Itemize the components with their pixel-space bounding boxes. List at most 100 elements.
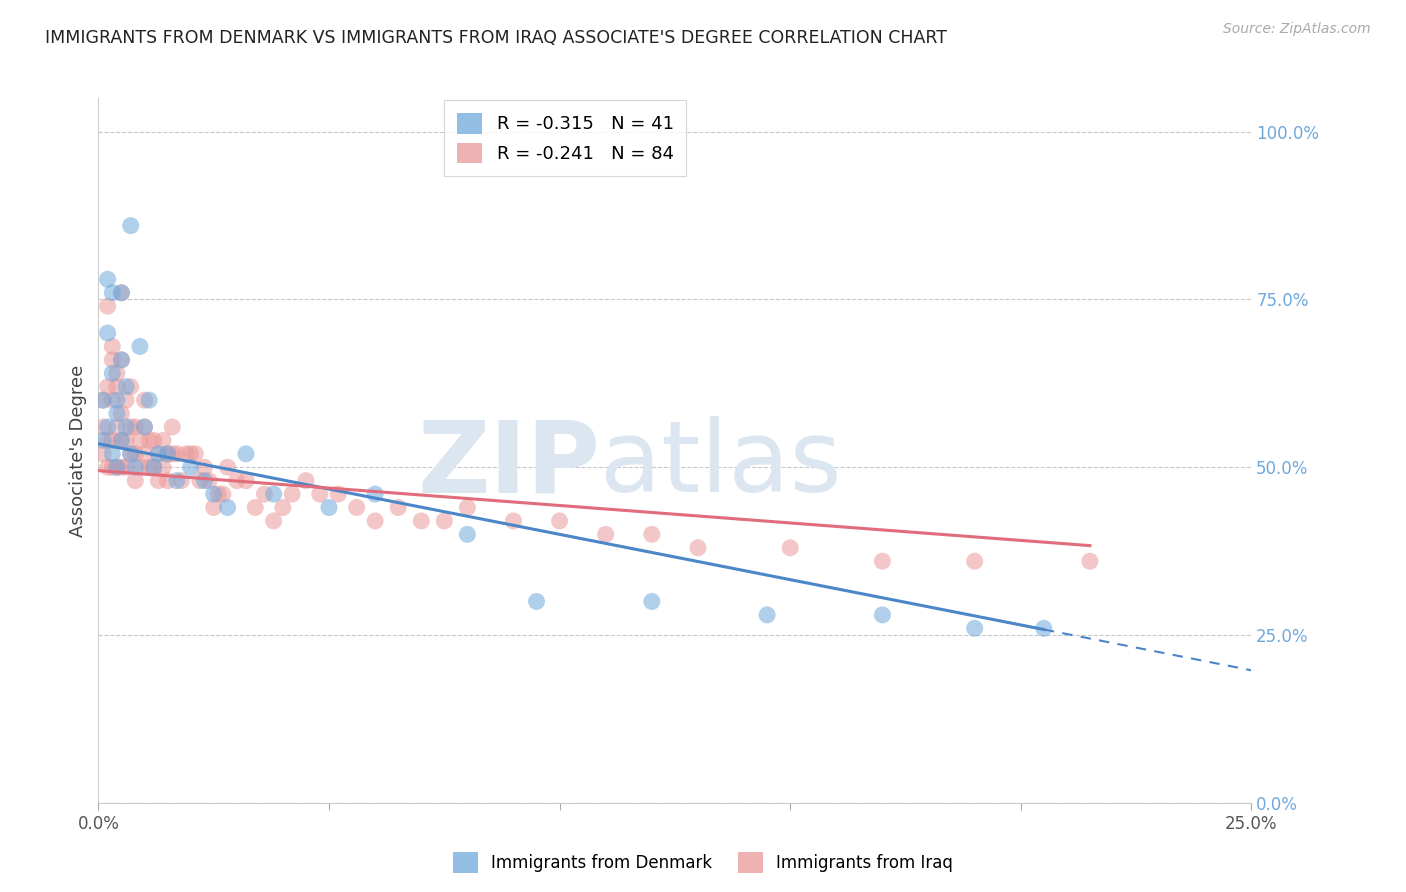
Point bbox=[963, 554, 986, 568]
Point bbox=[110, 352, 132, 367]
Point bbox=[156, 447, 179, 461]
Point bbox=[217, 460, 239, 475]
Point bbox=[188, 474, 211, 488]
Point bbox=[105, 407, 128, 421]
Point bbox=[138, 393, 160, 408]
Point bbox=[235, 447, 257, 461]
Point bbox=[456, 527, 478, 541]
Point bbox=[120, 380, 142, 394]
Point bbox=[364, 487, 387, 501]
Point bbox=[160, 420, 183, 434]
Text: IMMIGRANTS FROM DENMARK VS IMMIGRANTS FROM IRAQ ASSOCIATE'S DEGREE CORRELATION C: IMMIGRANTS FROM DENMARK VS IMMIGRANTS FR… bbox=[45, 29, 948, 47]
Point bbox=[212, 487, 235, 501]
Point bbox=[124, 420, 146, 434]
Point bbox=[433, 514, 456, 528]
Point bbox=[779, 541, 801, 555]
Point bbox=[1078, 554, 1101, 568]
Point bbox=[148, 474, 170, 488]
Text: atlas: atlas bbox=[600, 416, 842, 513]
Point bbox=[91, 393, 114, 408]
Point bbox=[180, 447, 202, 461]
Point bbox=[110, 285, 132, 300]
Point bbox=[91, 447, 114, 461]
Point bbox=[115, 393, 138, 408]
Point bbox=[225, 474, 247, 488]
Point bbox=[115, 420, 138, 434]
Point bbox=[281, 487, 304, 501]
Point bbox=[160, 447, 183, 461]
Point bbox=[502, 514, 524, 528]
Point bbox=[174, 447, 197, 461]
Point bbox=[134, 447, 156, 461]
Legend: R = -0.315   N = 41, R = -0.241   N = 84: R = -0.315 N = 41, R = -0.241 N = 84 bbox=[444, 100, 686, 176]
Point bbox=[328, 487, 350, 501]
Point bbox=[101, 393, 124, 408]
Point bbox=[105, 460, 128, 475]
Point bbox=[387, 500, 409, 515]
Point bbox=[295, 474, 318, 488]
Point bbox=[97, 434, 120, 448]
Point bbox=[148, 447, 170, 461]
Y-axis label: Associate's Degree: Associate's Degree bbox=[69, 364, 87, 537]
Point bbox=[101, 339, 124, 353]
Point bbox=[411, 514, 433, 528]
Point bbox=[105, 366, 128, 380]
Point bbox=[180, 460, 202, 475]
Point bbox=[110, 285, 132, 300]
Point bbox=[115, 460, 138, 475]
Point bbox=[193, 460, 215, 475]
Point bbox=[124, 447, 146, 461]
Point bbox=[686, 541, 709, 555]
Point bbox=[193, 474, 215, 488]
Point bbox=[97, 326, 120, 340]
Point bbox=[235, 474, 257, 488]
Point bbox=[101, 352, 124, 367]
Point bbox=[115, 380, 138, 394]
Point bbox=[97, 460, 120, 475]
Point bbox=[105, 380, 128, 394]
Point bbox=[364, 514, 387, 528]
Point bbox=[129, 434, 152, 448]
Point bbox=[202, 487, 225, 501]
Point bbox=[101, 285, 124, 300]
Point bbox=[110, 407, 132, 421]
Point bbox=[156, 474, 179, 488]
Point bbox=[142, 460, 165, 475]
Point bbox=[120, 420, 142, 434]
Point bbox=[105, 420, 128, 434]
Point bbox=[595, 527, 617, 541]
Point bbox=[101, 434, 124, 448]
Point bbox=[526, 594, 548, 608]
Point bbox=[253, 487, 276, 501]
Point bbox=[101, 460, 124, 475]
Point bbox=[148, 447, 170, 461]
Point bbox=[872, 607, 894, 622]
Point bbox=[308, 487, 330, 501]
Point bbox=[170, 474, 193, 488]
Point bbox=[263, 487, 285, 501]
Point bbox=[872, 554, 894, 568]
Point bbox=[271, 500, 294, 515]
Point bbox=[202, 500, 225, 515]
Point bbox=[91, 393, 114, 408]
Point bbox=[97, 272, 120, 286]
Point bbox=[124, 460, 146, 475]
Point bbox=[110, 460, 132, 475]
Point bbox=[142, 434, 165, 448]
Point bbox=[963, 621, 986, 635]
Point bbox=[152, 460, 174, 475]
Point bbox=[217, 500, 239, 515]
Point bbox=[166, 447, 188, 461]
Point bbox=[346, 500, 368, 515]
Point bbox=[97, 380, 120, 394]
Text: Source: ZipAtlas.com: Source: ZipAtlas.com bbox=[1223, 22, 1371, 37]
Point bbox=[166, 474, 188, 488]
Point bbox=[207, 487, 229, 501]
Point bbox=[97, 299, 120, 313]
Point bbox=[456, 500, 478, 515]
Point bbox=[105, 393, 128, 408]
Point bbox=[110, 434, 132, 448]
Point bbox=[156, 447, 179, 461]
Point bbox=[101, 447, 124, 461]
Point bbox=[138, 434, 160, 448]
